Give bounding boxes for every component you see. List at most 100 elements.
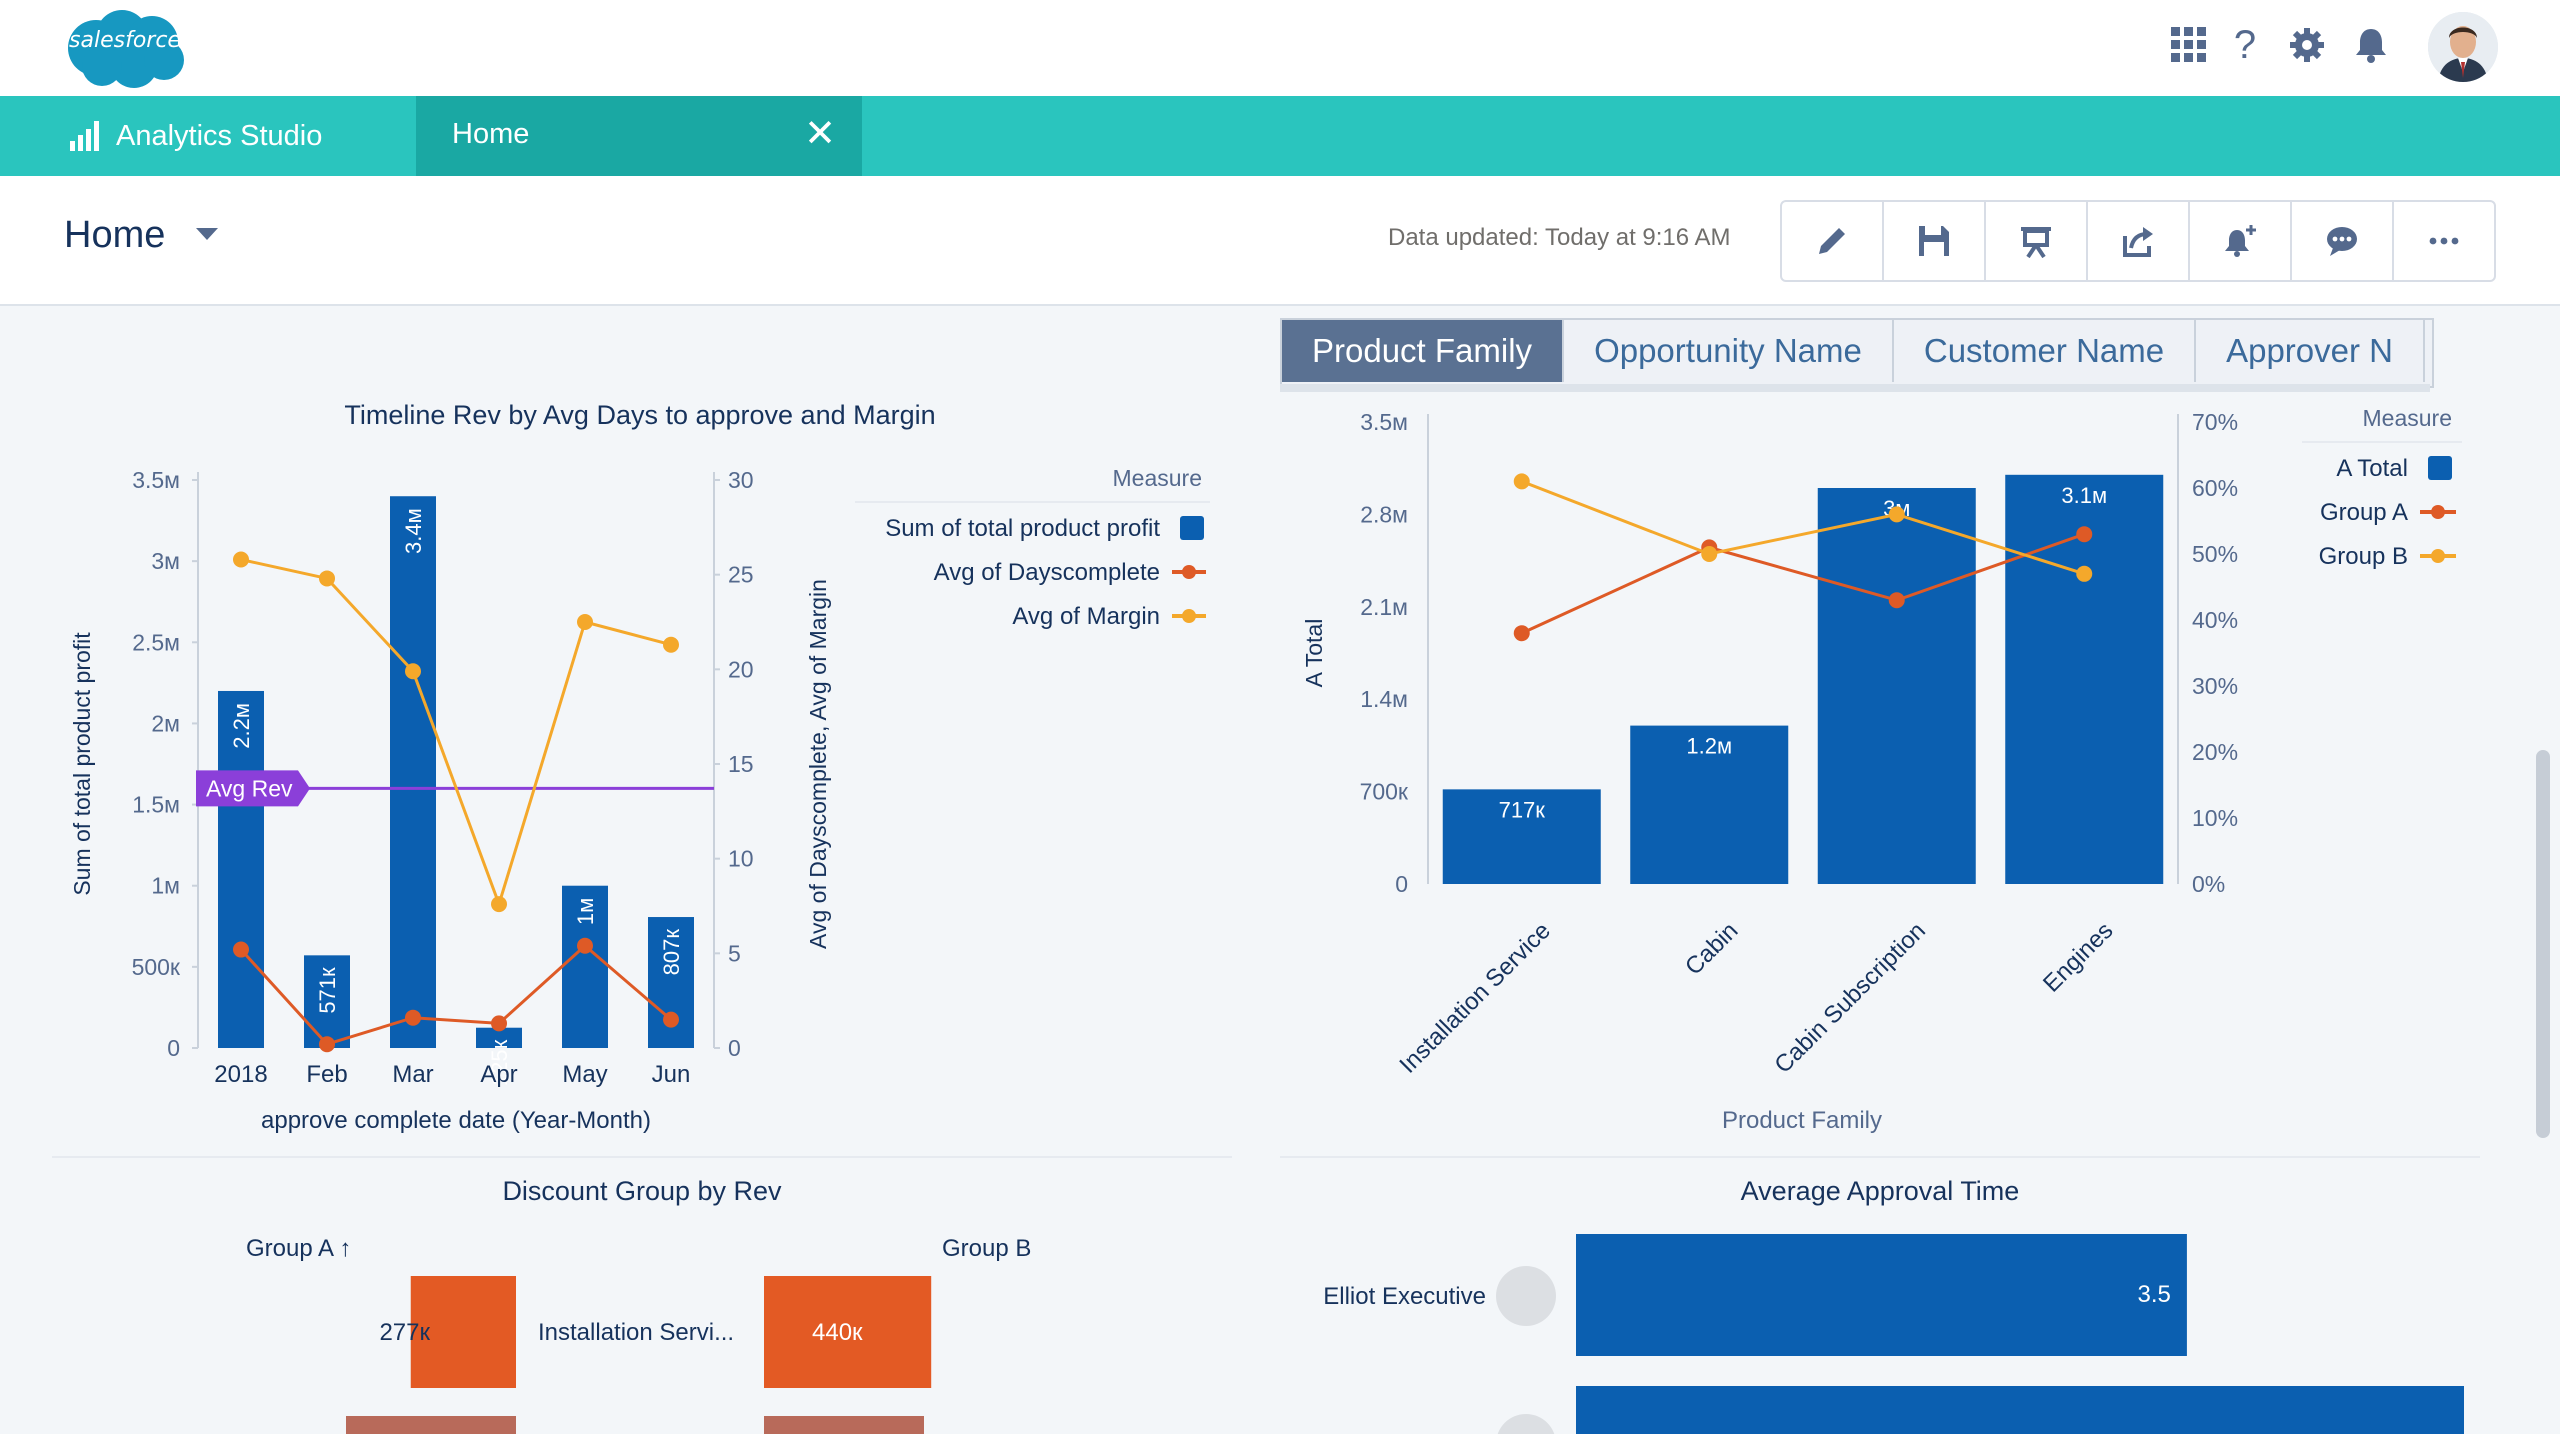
tab-opportunity-name[interactable]: Opportunity Name — [1564, 320, 1894, 382]
legend-swatch — [1180, 516, 1204, 540]
legend-item-label: Avg of Dayscomplete — [934, 559, 1160, 586]
bell-icon[interactable] — [2348, 22, 2394, 68]
comment-button[interactable] — [2292, 202, 2394, 280]
tab-home[interactable]: Home ✕ — [416, 96, 862, 176]
row-category-label: Elliot Executive — [1323, 1283, 1486, 1310]
series-point — [405, 1009, 421, 1026]
chart-title: Timeline Rev by Avg Days to approve and … — [344, 400, 935, 430]
y-tick-label: 0 — [167, 1035, 180, 1061]
chart-title: Discount Group by Rev — [502, 1176, 782, 1206]
help-icon[interactable]: ? — [2233, 22, 2257, 67]
series-point — [2076, 526, 2093, 543]
bell-plus-icon — [2225, 225, 2256, 257]
y-tick-label: 0 — [1395, 871, 1408, 897]
y2-tick-label: 40% — [2192, 607, 2238, 633]
y-tick-label: 700к — [1360, 779, 1409, 805]
row-category-label: Installation Servi... — [538, 1319, 734, 1346]
approval-bar-next — [1576, 1386, 2464, 1434]
x-tick-label: 2018 — [214, 1061, 267, 1088]
chart-title: Average Approval Time — [1741, 1176, 2020, 1206]
approval-time-chart[interactable]: Average Approval Time Elliot Executive 3.5 — [1280, 1158, 2530, 1434]
tab-product-family[interactable]: Product Family — [1282, 320, 1565, 382]
tab-home-label: Home — [452, 118, 530, 150]
avatar-placeholder-icon — [1497, 1414, 1555, 1434]
chevron-down-icon[interactable] — [196, 228, 218, 240]
timeline-bar — [390, 496, 436, 1048]
save-button[interactable] — [1884, 202, 1986, 280]
legend-swatch-dot — [1182, 609, 1196, 623]
product-bar — [1817, 488, 1976, 884]
bar-value-label: 277к — [379, 1319, 430, 1346]
page-scrollbar[interactable] — [2536, 750, 2550, 1138]
group-b-bar — [764, 1276, 932, 1388]
group-b-header: Group B — [942, 1235, 1031, 1262]
series-point — [577, 614, 593, 630]
y-tick-label: 3м — [151, 548, 180, 574]
save-icon — [1919, 226, 1949, 256]
timeline-bar — [476, 1027, 522, 1048]
group-a-header: Group A ↑ — [246, 1235, 351, 1262]
tab-customer-name[interactable]: Customer Name — [1894, 320, 2197, 382]
user-avatar[interactable] — [2428, 12, 2498, 82]
section-divider — [52, 1156, 1232, 1158]
series-point — [491, 1015, 507, 1032]
approval-bar — [1576, 1234, 2187, 1356]
gear-icon[interactable] — [2284, 22, 2330, 68]
series-point — [2076, 565, 2093, 582]
series-point — [1701, 546, 1718, 562]
avg-rev-tag — [196, 770, 310, 807]
filter-tab-scrollbar[interactable] — [1280, 384, 2430, 392]
product-family-chart[interactable]: 0 700к 1.4м 2.1м 2.8м 3.5м 0% 10% 20% 30% 40% 50% 60… — [1280, 392, 2500, 1152]
y-tick-label: 1.4м — [1360, 686, 1408, 712]
y2-tick-label: 70% — [2192, 409, 2238, 435]
y2-tick-label: 20% — [2192, 739, 2238, 765]
page-header: Home Data updated: Today at 9:16 AM — [0, 176, 2560, 306]
x-axis-title: approve complete date (Year-Month) — [261, 1107, 651, 1134]
y2-tick-label: 0 — [728, 1035, 741, 1061]
product-bar — [1442, 789, 1601, 884]
discount-group-chart[interactable]: Discount Group by Rev Group A ↑ Group B 277… — [0, 1158, 1240, 1434]
series-point — [1888, 592, 1905, 609]
salesforce-logo[interactable] — [60, 6, 190, 90]
legend-swatch-dot — [2431, 505, 2445, 519]
y2-tick-label: 50% — [2192, 541, 2238, 567]
series-point — [405, 663, 421, 680]
close-tab-icon[interactable]: ✕ — [804, 113, 836, 155]
bar-value-label: 1м — [573, 898, 598, 925]
dashboard-toolbar — [1780, 200, 2496, 282]
app-launcher-icon[interactable] — [2166, 22, 2212, 68]
data-updated-text: Data updated: Today at 9:16 AM — [1388, 224, 1731, 251]
analytics-bars-icon — [70, 121, 99, 151]
tab-approver-name[interactable]: Approver N — [2196, 320, 2425, 382]
present-button[interactable] — [1986, 202, 2088, 280]
bar-value-label: 1.2м — [1686, 734, 1732, 759]
global-header: salesforce ? — [0, 0, 2560, 96]
series-line — [239, 943, 672, 1046]
series-point — [1513, 625, 1530, 642]
more-button[interactable] — [2394, 202, 2494, 280]
timeline-rev-chart[interactable]: Timeline Rev by Avg Days to approve and … — [0, 380, 1240, 1150]
share-button[interactable] — [2088, 202, 2190, 280]
product-bar — [2005, 474, 2164, 884]
bar-value-label: 2.2м — [229, 703, 254, 749]
series-point — [1513, 473, 1530, 490]
app-name[interactable]: Analytics Studio — [70, 96, 322, 176]
bar-value-label: 125к — [487, 1039, 512, 1086]
y-tick-label: 3.5м — [132, 467, 180, 493]
series-point — [233, 551, 249, 568]
more-icon — [2429, 237, 2459, 245]
y-tick-label: 2.8м — [1360, 501, 1408, 527]
series-point — [319, 1036, 335, 1053]
x-tick-label: Cabin — [1680, 917, 1743, 980]
y2-tick-label: 20 — [728, 656, 754, 682]
present-icon — [2021, 227, 2051, 258]
notify-button[interactable] — [2190, 202, 2292, 280]
series-point — [319, 570, 335, 587]
legend-item-label: Sum of total product profit — [885, 515, 1160, 542]
x-tick-label: Mar — [392, 1061, 433, 1088]
y-tick-label: 3.5м — [1360, 409, 1408, 435]
edit-button[interactable] — [1782, 202, 1884, 280]
y2-tick-label: 25 — [728, 562, 754, 588]
y2-tick-label: 60% — [2192, 475, 2238, 501]
pencil-icon — [1819, 228, 1845, 254]
